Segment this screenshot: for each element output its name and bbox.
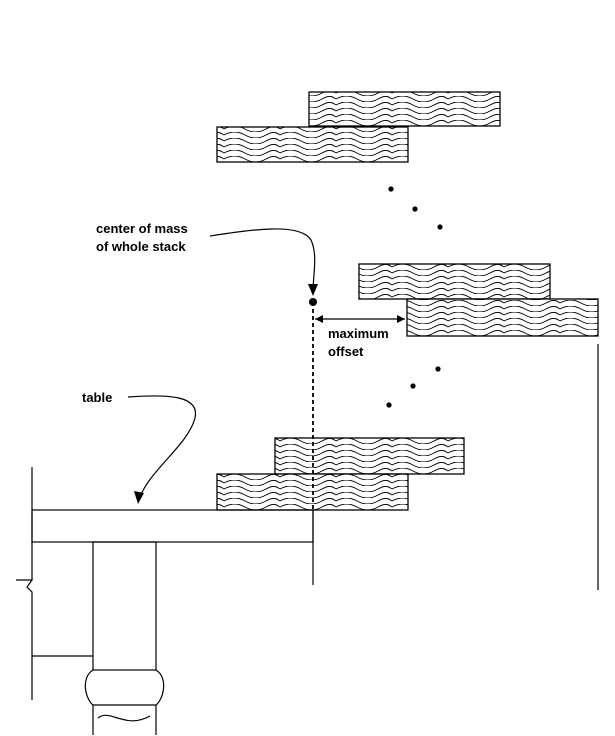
center-of-mass-label-line1: center of mass bbox=[96, 221, 188, 236]
board-top-2 bbox=[216, 126, 409, 163]
center-of-mass-label-line2: of whole stack bbox=[96, 239, 186, 254]
maximum-offset-arrow bbox=[315, 315, 405, 323]
maximum-offset-label-line1: maximum bbox=[328, 326, 389, 341]
table-label: table bbox=[82, 390, 112, 405]
table-top bbox=[31, 509, 314, 543]
table-leg-turning bbox=[84, 669, 165, 735]
center-of-mass-pointer bbox=[209, 228, 318, 296]
board-middle-2 bbox=[406, 298, 599, 337]
board-bottom-1 bbox=[274, 437, 465, 475]
ellipsis-dots-upper bbox=[388, 186, 443, 230]
board-middle-1 bbox=[358, 263, 551, 300]
board-top-1 bbox=[308, 91, 501, 127]
table-edge-break bbox=[16, 579, 34, 700]
ellipsis-dots-lower bbox=[386, 366, 441, 408]
center-of-mass-point bbox=[309, 298, 317, 306]
table-pointer bbox=[127, 395, 197, 504]
table-leg bbox=[92, 541, 157, 671]
maximum-offset-label-line2: offset bbox=[328, 344, 364, 359]
